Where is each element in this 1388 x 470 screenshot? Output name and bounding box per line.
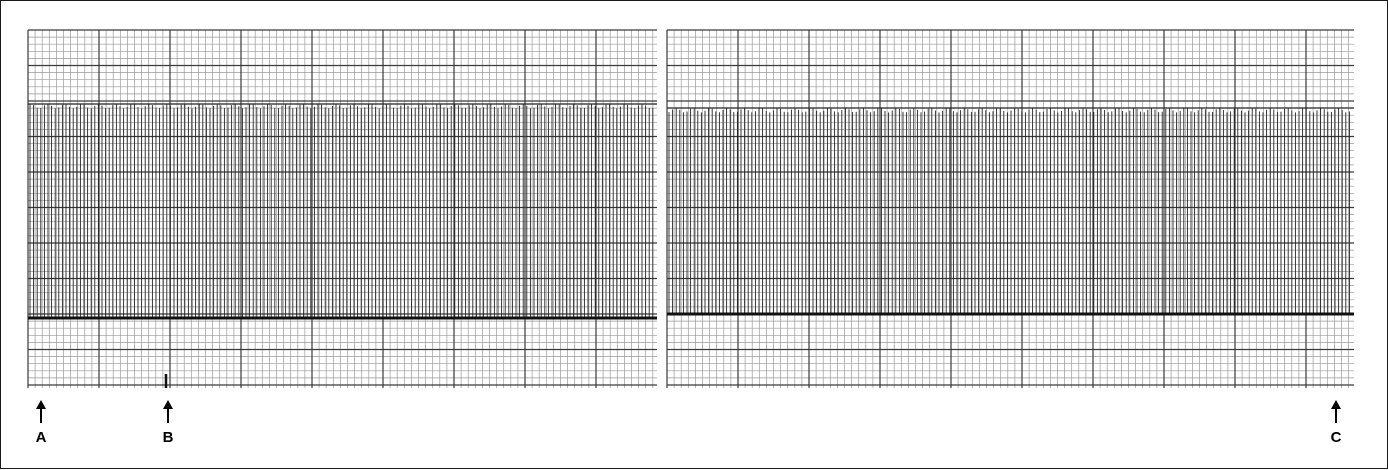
recording-panel-right xyxy=(666,29,1354,388)
marker-a: A xyxy=(36,400,47,446)
marker-b-label: B xyxy=(163,429,174,446)
marker-a-label: A xyxy=(36,429,47,446)
marker-c-arrowhead xyxy=(1331,400,1341,409)
recording-panel-left xyxy=(27,29,657,388)
marker-c: C xyxy=(1331,400,1342,446)
trace-spikes xyxy=(668,108,1350,314)
marker-b: B xyxy=(163,400,174,446)
marker-a-arrowhead xyxy=(36,400,46,409)
marker-b-arrowhead xyxy=(163,400,173,409)
marker-c-label: C xyxy=(1331,429,1342,446)
trace-spikes xyxy=(29,104,654,318)
